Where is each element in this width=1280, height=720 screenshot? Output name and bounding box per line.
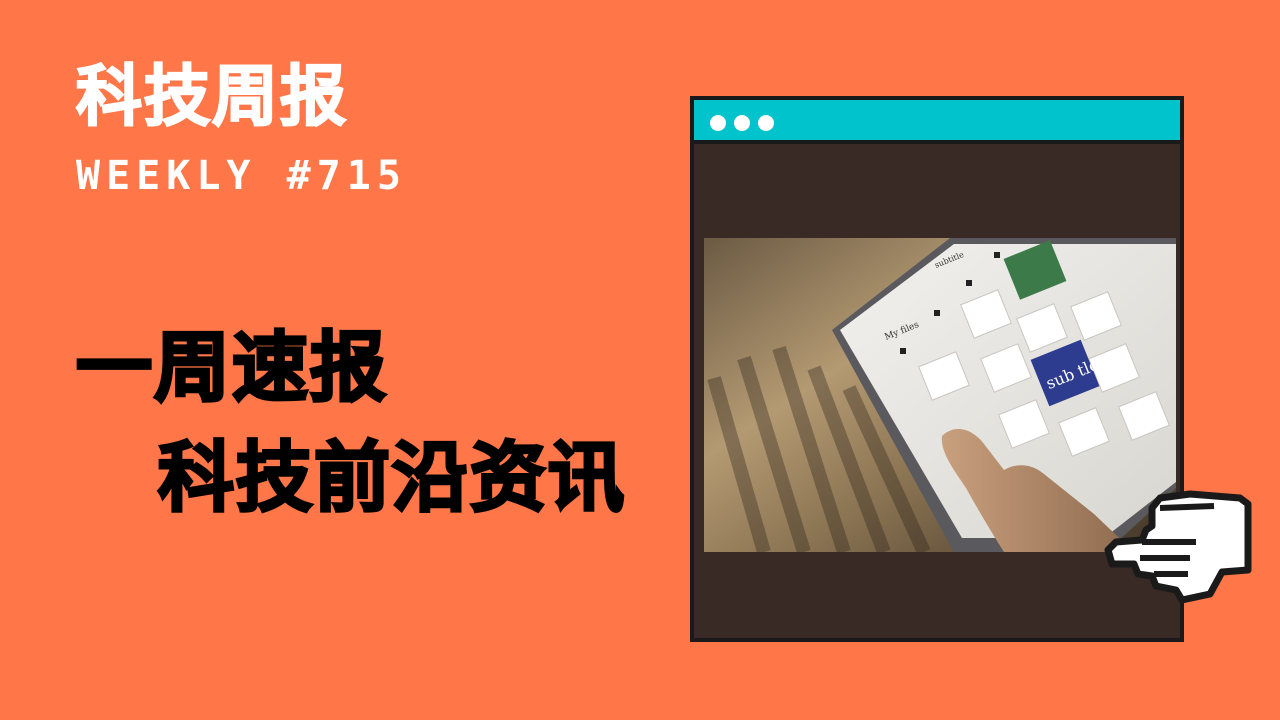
window-content: sub tle My files subtitle	[694, 144, 1180, 638]
window-dot-icon[interactable]	[758, 115, 774, 131]
browser-window: sub tle My files subtitle	[690, 96, 1184, 642]
tablet-photo: sub tle My files subtitle	[704, 238, 1176, 552]
headline-line-1: 一周速报	[75, 323, 388, 412]
pointing-hand-icon	[1104, 490, 1252, 604]
window-titlebar	[694, 100, 1180, 144]
page-title: 科技周报	[75, 58, 348, 135]
window-dot-icon[interactable]	[734, 115, 750, 131]
issue-number: WEEKLY #715	[76, 153, 407, 199]
window-dot-icon[interactable]	[710, 115, 726, 131]
tablet-photo-illustration: sub tle My files subtitle	[704, 238, 1176, 552]
headline-line-2: 科技前沿资讯	[157, 433, 626, 522]
